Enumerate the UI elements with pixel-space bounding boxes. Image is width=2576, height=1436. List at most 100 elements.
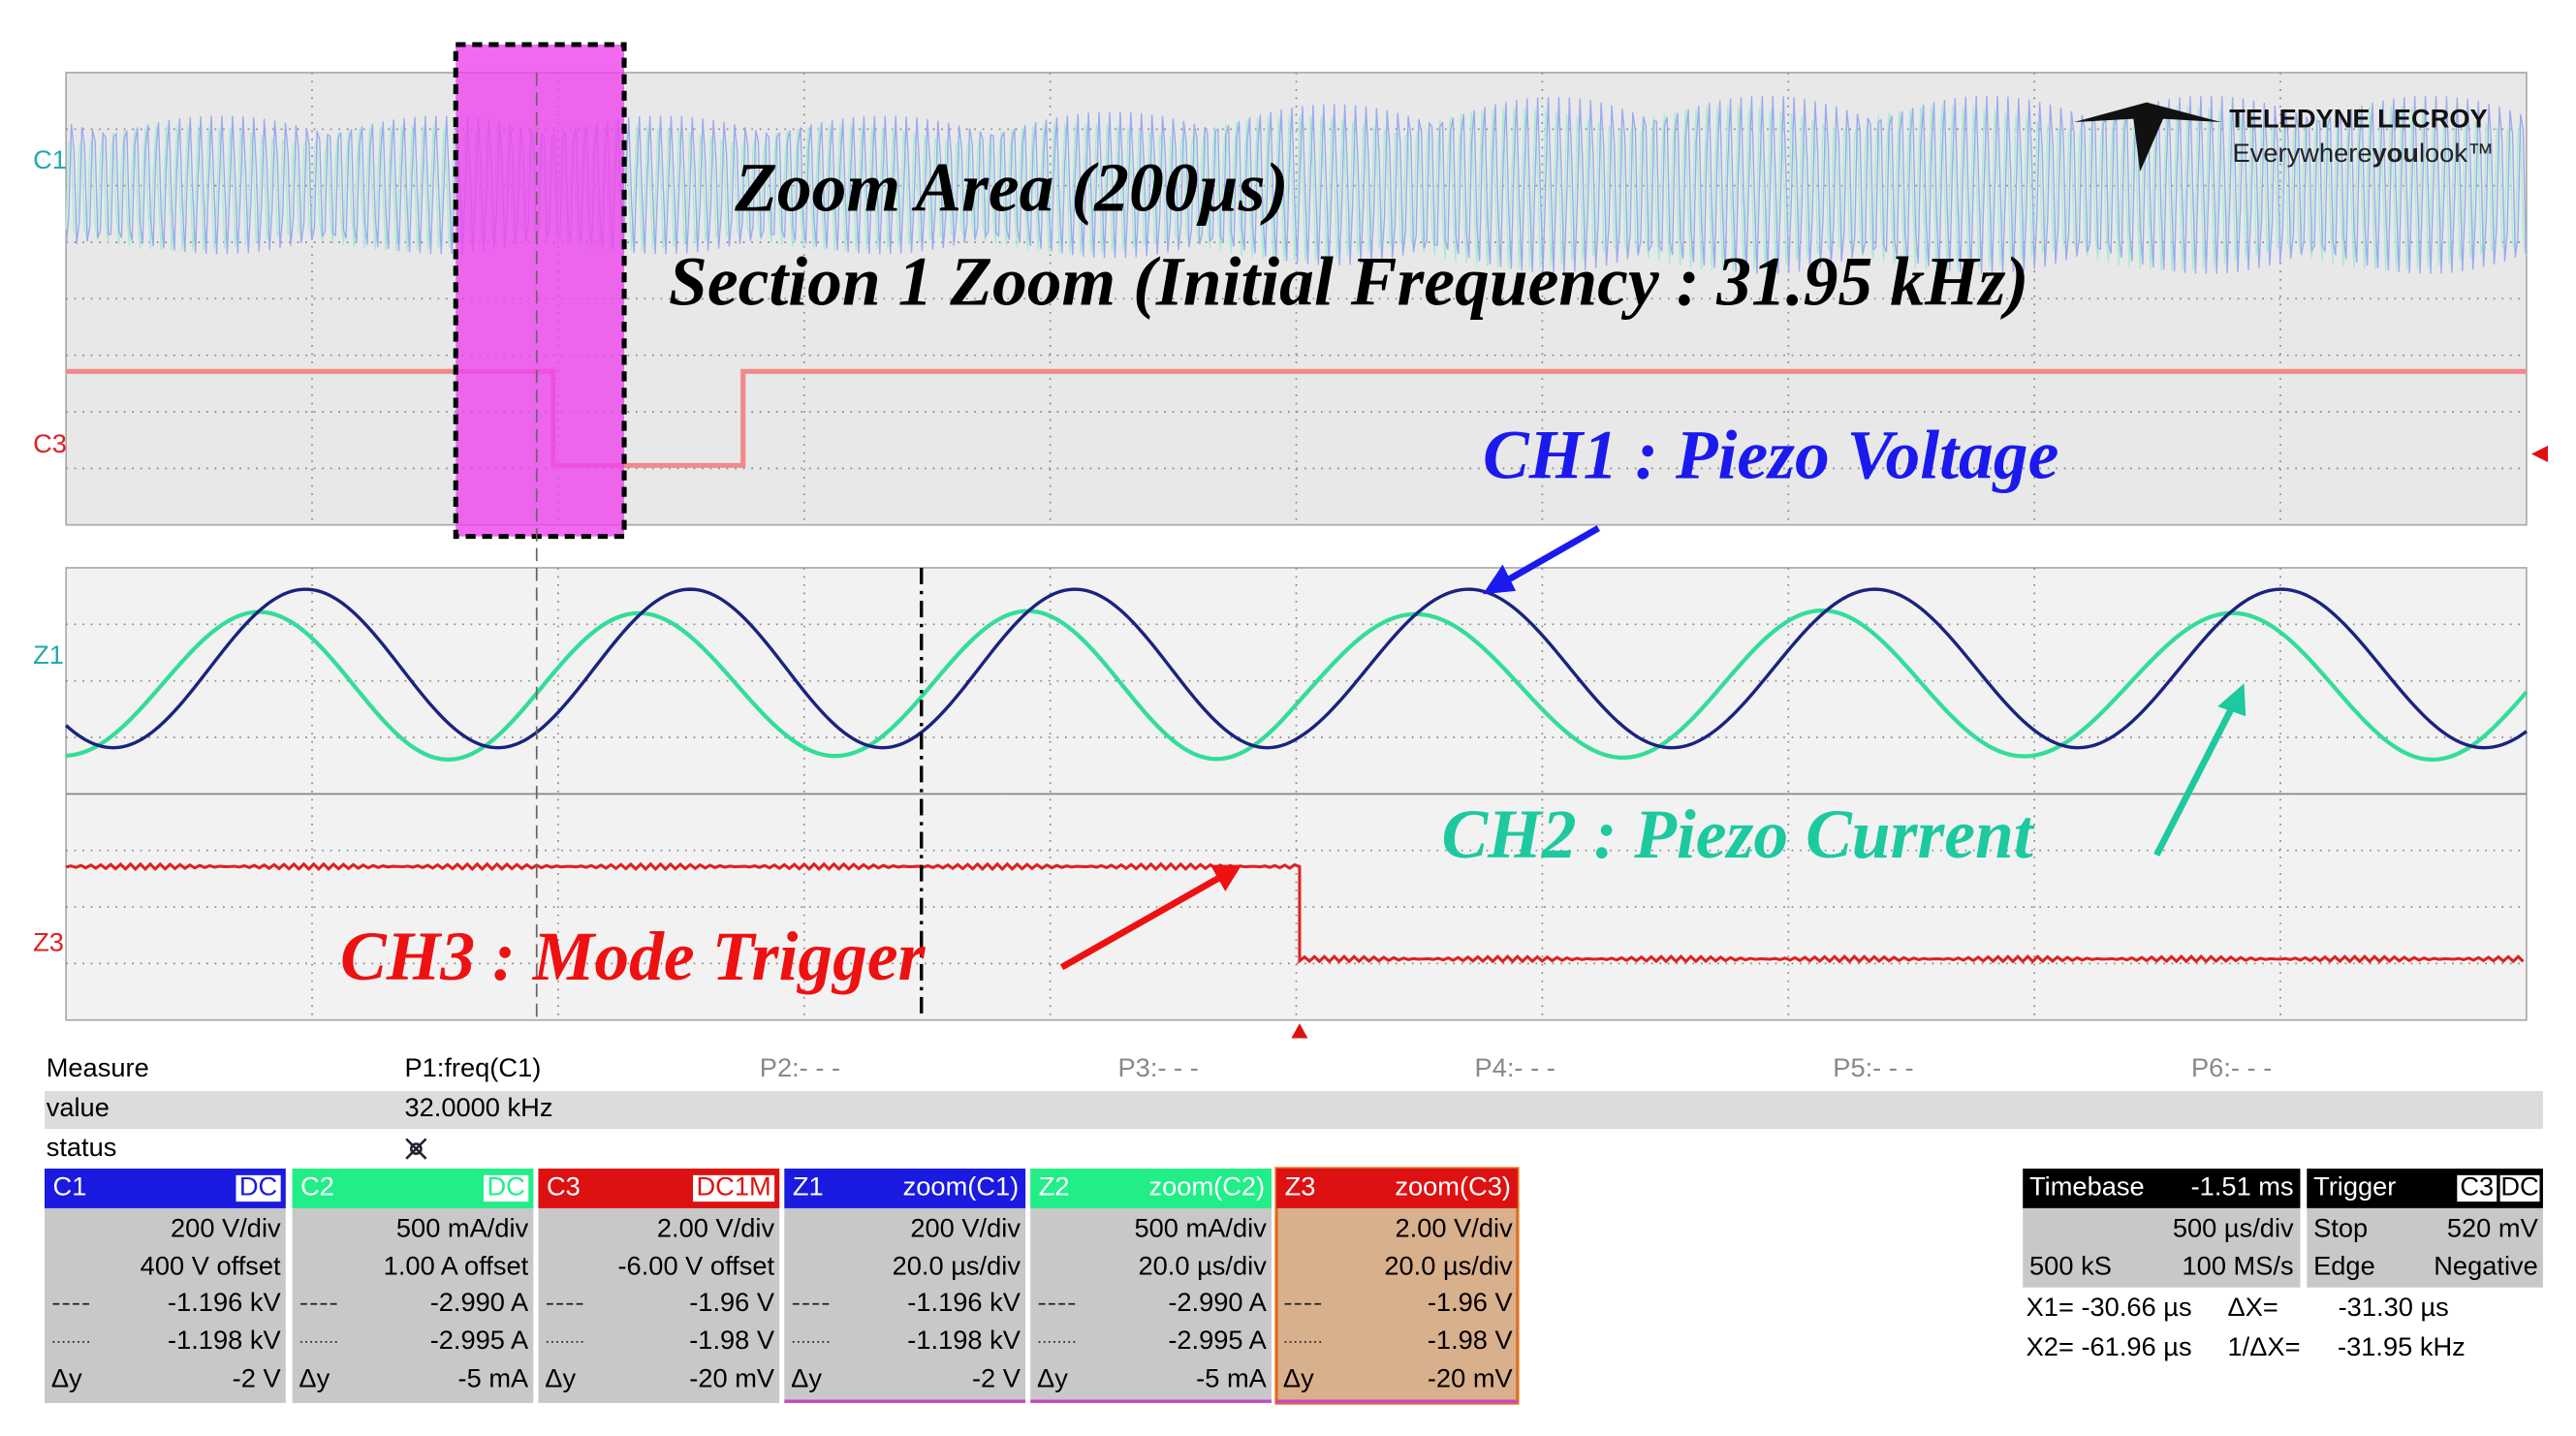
arrow-head — [1483, 564, 1517, 595]
arrows — [1059, 525, 2246, 971]
annotation: CH2 : Piezo Current — [1441, 796, 2034, 873]
channel-value: -1.98 V — [689, 1325, 775, 1355]
measure-header: P6:- - - — [2191, 1052, 2272, 1082]
logo-brand: TELEDYNE LECROY — [2229, 104, 2488, 134]
trace-label: C1 — [33, 144, 67, 174]
tag: C3 — [2460, 1171, 2494, 1202]
channel-tag: zoom(C1) — [903, 1171, 1020, 1202]
measure-label: value — [47, 1092, 110, 1122]
channel-name: C1 — [53, 1171, 87, 1202]
tagline-part: Everywhere — [2233, 138, 2372, 168]
measure-label: status — [47, 1132, 117, 1162]
channel-value: -1.98 V — [1428, 1325, 1514, 1355]
trigger-marker — [1291, 1023, 1308, 1039]
channel-boxes: C1 DC 200 V/div 400 V offset -1.196 kV -1.198… — [45, 1167, 1520, 1405]
value: 500 µs/div — [2173, 1212, 2294, 1242]
delta-label: Δy — [298, 1362, 330, 1392]
arrow-head — [1209, 864, 1242, 891]
value: Negative — [2434, 1250, 2538, 1280]
cursor-readout: X1= -30.66 µs ΔX= -31.30 µs X2= -61.96 µ… — [2026, 1292, 2466, 1361]
channel-tag: DC — [239, 1171, 277, 1202]
channel-value: 200 V/div — [171, 1212, 281, 1242]
channel-value: 2.00 V/div — [657, 1212, 775, 1242]
cursor-value: -31.95 kHz — [2338, 1331, 2466, 1361]
value: 520 mV — [2447, 1212, 2539, 1242]
trigger-box: Trigger C3 DC Stop 520 mV Edge Negative — [2307, 1169, 2543, 1288]
annotation: CH3 : Mode Trigger — [340, 919, 927, 995]
measure-header: P4:- - - — [1475, 1052, 1555, 1082]
tag: DC — [2500, 1171, 2538, 1202]
box-header — [1030, 1169, 1272, 1208]
body — [2307, 1207, 2543, 1288]
channel-name: C3 — [547, 1171, 581, 1202]
timebase-box: Timebase -1.51 ms 500 µs/div 500 kS 100 … — [2023, 1169, 2301, 1288]
channel-value: -1.96 V — [1428, 1287, 1514, 1317]
cursor-value: X1= -30.66 µs — [2026, 1292, 2192, 1322]
measure-header: P5:- - - — [1833, 1052, 1913, 1082]
zoom-area — [453, 42, 627, 540]
trace-label: Z1 — [33, 640, 64, 670]
box-header — [1276, 1169, 1518, 1208]
channel-name: C2 — [300, 1171, 334, 1202]
channel-name: Z1 — [793, 1171, 824, 1202]
channel-value: 20.0 µs/div — [893, 1250, 1021, 1280]
channel-value: -2.995 A — [430, 1325, 529, 1355]
measure-table: value 32.0000 kHz status Measure P1:freq(… — [45, 1052, 2543, 1162]
channel-name: Z3 — [1285, 1171, 1316, 1202]
trace-z3 — [65, 861, 2525, 964]
value: Stop — [2313, 1212, 2368, 1242]
channel-value: -1.198 kV — [168, 1325, 281, 1355]
title: Timebase — [2029, 1171, 2145, 1202]
channel-value: -5 mA — [458, 1362, 530, 1392]
channel-value: 1.00 A offset — [384, 1250, 529, 1280]
measure-header: P2:- - - — [760, 1052, 840, 1082]
trace-label: C3 — [33, 428, 67, 458]
cursor-value: X2= -61.96 µs — [2026, 1331, 2192, 1361]
logo-icon — [2074, 102, 2221, 172]
annotation: Zoom Area (200µs) — [734, 149, 1288, 226]
measure-header: P3:- - - — [1118, 1052, 1199, 1082]
channel-name: Z2 — [1039, 1171, 1070, 1202]
value: -1.51 ms — [2191, 1171, 2294, 1202]
channel-value: -2 V — [972, 1362, 1021, 1392]
annotation: CH1 : Piezo Voltage — [1483, 417, 2058, 493]
channel-value: -1.96 V — [689, 1287, 775, 1317]
channel-value: 500 mA/div — [1135, 1212, 1268, 1242]
channel-value: 400 V offset — [141, 1250, 281, 1280]
box-header — [784, 1169, 1026, 1208]
channel-value: -20 mV — [689, 1362, 775, 1392]
channel-value: -2.990 A — [1168, 1287, 1267, 1317]
tag-bg — [236, 1174, 281, 1202]
annotation: Section 1 Zoom (Initial Frequency : 31.9… — [669, 244, 2028, 321]
channel-value: -2.995 A — [1168, 1325, 1267, 1355]
channel-tag: DC1M — [696, 1171, 770, 1202]
channel-value: 500 mA/div — [396, 1212, 529, 1242]
trace-label: Z3 — [33, 927, 64, 957]
measure-header: Measure — [47, 1052, 149, 1082]
channel-value: -2 V — [233, 1362, 282, 1392]
trigger-level-marker — [2530, 445, 2549, 462]
channel-value: -2.990 A — [430, 1287, 529, 1317]
tag-bg — [2499, 1174, 2540, 1202]
arrow — [2153, 704, 2236, 857]
cursor-value: -31.30 µs — [2339, 1292, 2449, 1322]
channel-value: -1.198 kV — [907, 1325, 1021, 1355]
channel-value: 20.0 µs/div — [1138, 1250, 1267, 1280]
channel-tag: DC — [487, 1171, 524, 1202]
tagline-part: look™ — [2419, 138, 2494, 168]
value: Edge — [2313, 1250, 2375, 1280]
tag-bg — [484, 1174, 529, 1202]
value: 100 MS/s — [2183, 1250, 2294, 1280]
delta-label: Δy — [1283, 1362, 1314, 1392]
body — [2023, 1207, 2301, 1288]
status-icon — [405, 1138, 427, 1160]
arrow — [1504, 525, 1601, 584]
tag-bg — [693, 1174, 775, 1202]
delta-label: Δy — [51, 1362, 82, 1392]
value: 500 kS — [2029, 1250, 2112, 1280]
row-bg — [45, 1090, 2543, 1130]
cursor-label: ΔX= — [2227, 1292, 2278, 1322]
trace-z2 — [66, 608, 2529, 763]
measure-header: P1:freq(C1) — [404, 1052, 541, 1082]
